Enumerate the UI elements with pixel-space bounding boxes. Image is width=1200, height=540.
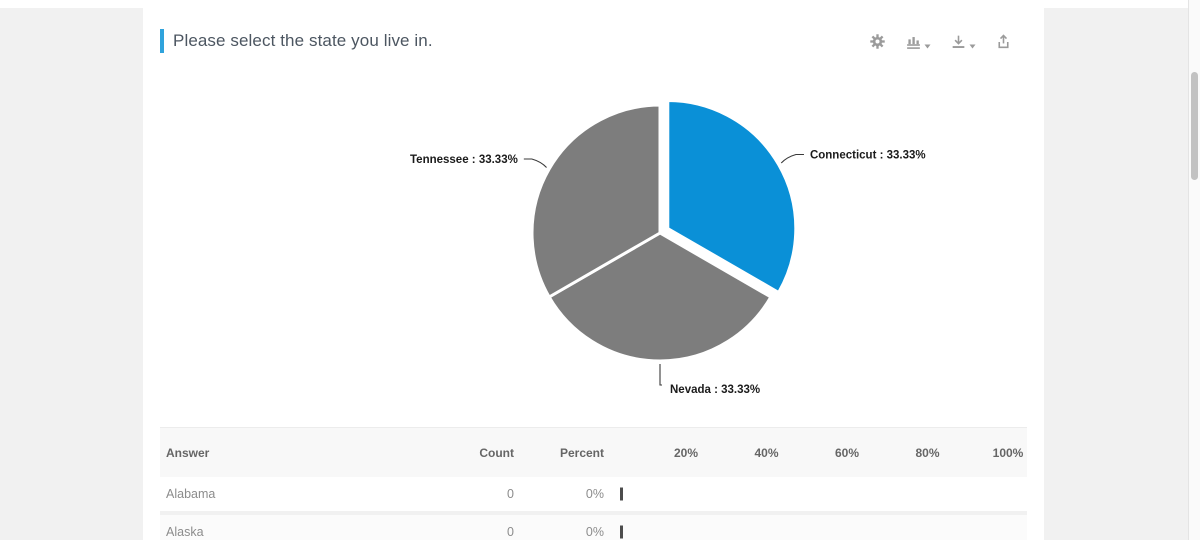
column-header-count: Count <box>479 445 514 460</box>
bar-cell <box>612 477 1027 511</box>
share-export-button[interactable] <box>993 31 1014 52</box>
leader-line <box>659 364 662 386</box>
table-row: Alaska 0 0% <box>160 515 1027 540</box>
zero-bar <box>620 525 623 539</box>
leader-line <box>780 153 804 164</box>
percent-scale: 20% 40% 60% 80% 100% <box>612 428 1027 477</box>
answer-cell: Alabama <box>166 487 216 501</box>
chevron-down-icon <box>969 44 976 49</box>
scale-label: 20% <box>673 445 699 460</box>
scale-label: 80% <box>915 445 940 460</box>
top-strip <box>0 0 1200 8</box>
percent-cell: 0% <box>585 487 604 501</box>
answer-cell: Alaska <box>166 525 204 539</box>
column-header-percent: Percent <box>559 445 604 460</box>
chevron-down-icon <box>924 44 931 49</box>
pie-label-nevada: Nevada : 33.33% <box>670 384 760 396</box>
question-title: Please select the state you live in. <box>173 31 433 50</box>
title-accent-bar <box>160 29 164 53</box>
answer-table-body: Alabama 0 0% Alaska 0 0% <box>160 477 1027 540</box>
count-cell: 0 <box>507 487 514 501</box>
chart-type-button[interactable] <box>903 31 933 52</box>
answer-table: Answer Count Percent 20% 40% 60% 80% 100% Al… <box>160 427 1027 540</box>
pie-chart: Connecticut : 33.33% Nevada : 33.33% Tenne… <box>143 60 1044 420</box>
table-row: Alabama 0 0% <box>160 477 1027 515</box>
panel-header: Please select the state you live in. <box>143 8 1044 60</box>
settings-button[interactable] <box>867 31 888 52</box>
pie-label-tennessee: Tennessee : 33.33% <box>410 154 518 166</box>
bar-chart-icon <box>905 33 922 50</box>
chart-toolbar <box>867 31 1014 52</box>
scrollbar[interactable] <box>1188 0 1200 540</box>
percent-cell: 0% <box>585 525 604 539</box>
question-result-panel: Please select the state you live in. <box>143 8 1044 540</box>
answer-table-header: Answer Count Percent 20% 40% 60% 80% 100% <box>160 427 1027 477</box>
bar-cell <box>612 515 1027 540</box>
column-header-answer: Answer <box>166 445 210 460</box>
zero-bar <box>620 487 623 501</box>
scale-label: 60% <box>834 445 860 460</box>
scrollbar-thumb[interactable] <box>1191 72 1198 180</box>
pie-slice-connecticut[interactable] <box>666 99 798 294</box>
gear-icon <box>869 33 886 50</box>
download-icon <box>950 33 967 50</box>
share-export-icon <box>995 33 1012 50</box>
pie-slice-nevada[interactable] <box>547 231 773 363</box>
pie-slice-tennessee[interactable] <box>530 103 662 299</box>
scale-label: 40% <box>754 445 779 460</box>
leader-line <box>523 158 547 168</box>
count-cell: 0 <box>507 525 514 539</box>
scale-label: 100% <box>992 445 1024 460</box>
download-button[interactable] <box>948 31 978 52</box>
pie-label-connecticut: Connecticut : 33.33% <box>810 150 926 162</box>
